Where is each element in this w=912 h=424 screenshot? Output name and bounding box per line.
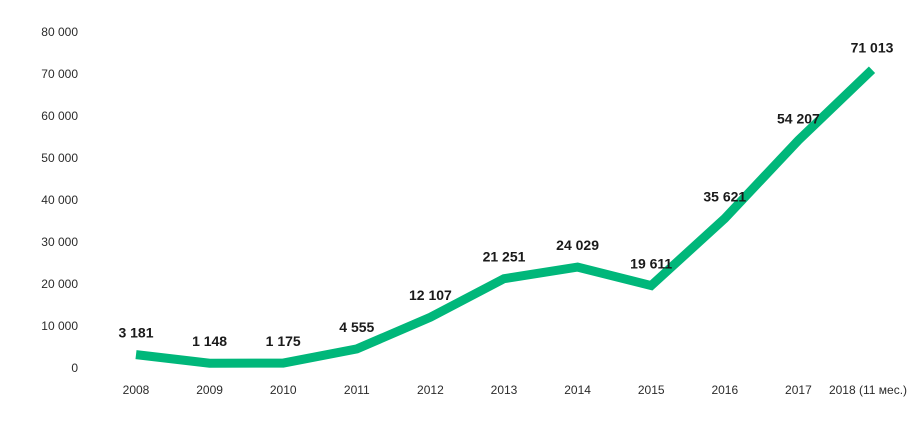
data-label: 1 148 [192,333,227,349]
y-tick-label: 80 000 [41,25,78,39]
data-label: 71 013 [851,40,894,56]
x-tick-label: 2018 (11 мес.) [829,383,907,397]
data-label: 12 107 [409,287,452,303]
x-tick-label: 2015 [638,383,665,397]
y-tick-label: 10 000 [41,319,78,333]
data-label: 35 621 [703,188,746,204]
x-tick-label: 2008 [123,383,150,397]
x-tick-label: 2011 [344,383,370,397]
data-label: 24 029 [556,237,599,253]
x-tick-label: 2014 [564,383,591,397]
x-tick-label: 2010 [270,383,297,397]
data-label: 4 555 [339,319,374,335]
y-tick-label: 40 000 [41,193,78,207]
series-line [135,66,876,368]
y-tick-label: 60 000 [41,109,78,123]
x-tick-label: 2009 [196,383,223,397]
x-tick-label: 2012 [417,383,444,397]
series-lines [135,66,876,368]
y-tick-label: 0 [71,361,78,375]
y-tick-label: 50 000 [41,151,78,165]
y-tick-label: 20 000 [41,277,78,291]
y-tick-label: 70 000 [41,67,78,81]
data-label: 54 207 [777,110,820,126]
x-axis-tick-labels: 2008 2009 2010 2011 2012 2013 2014 2015 2016 2017… [123,383,907,397]
y-tick-label: 30 000 [41,235,78,249]
data-label: 1 175 [266,333,301,349]
y-axis-tick-labels: 0 10 000 20 000 30 000 40 000 50 000 60 000 70 … [41,25,78,375]
data-label: 19 611 [630,256,672,272]
x-tick-label: 2016 [711,383,738,397]
data-label: 21 251 [483,249,526,265]
x-tick-label: 2013 [491,383,518,397]
data-label: 3 181 [118,325,153,341]
x-tick-label: 2017 [785,383,812,397]
data-labels: 3 181 1 148 1 175 4 555 12 107 21 251 24 029 19… [118,40,893,349]
